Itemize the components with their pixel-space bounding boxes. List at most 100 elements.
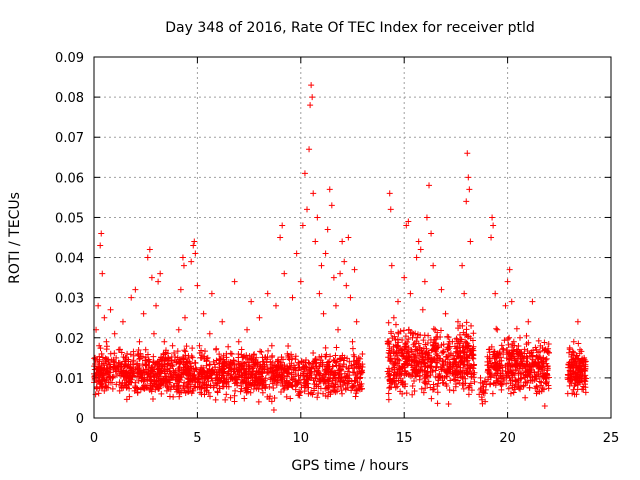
data-point: [388, 383, 395, 390]
data-point: [332, 359, 339, 366]
data-point: [204, 354, 211, 361]
data-point: [259, 370, 266, 377]
data-point: [174, 377, 181, 384]
data-point: [421, 278, 428, 285]
data-point: [194, 282, 201, 289]
data-point: [100, 362, 107, 369]
data-point: [456, 322, 463, 329]
data-point: [488, 234, 495, 241]
data-point: [346, 365, 353, 372]
data-point: [243, 385, 250, 392]
data-point: [183, 343, 190, 350]
data-point: [430, 262, 437, 269]
data-point: [289, 383, 296, 390]
data-point: [160, 351, 167, 358]
data-point: [308, 82, 315, 89]
data-point: [122, 370, 129, 377]
data-point: [412, 343, 419, 350]
data-point: [480, 387, 487, 394]
data-point: [506, 356, 513, 363]
data-point: [350, 382, 357, 389]
data-point: [402, 356, 409, 363]
data-point: [468, 322, 475, 329]
data-point: [348, 387, 355, 394]
data-point: [146, 246, 153, 253]
data-point: [171, 382, 178, 389]
data-point: [180, 364, 187, 371]
data-point: [566, 367, 573, 374]
data-point: [388, 330, 395, 337]
data-point: [198, 370, 205, 377]
data-point: [315, 390, 322, 397]
data-point: [392, 337, 399, 344]
data-point: [215, 366, 222, 373]
data-point: [92, 354, 99, 361]
data-point: [310, 190, 317, 197]
data-point: [213, 381, 220, 388]
data-point: [498, 342, 505, 349]
data-point: [470, 355, 477, 362]
data-point: [117, 382, 124, 389]
data-point: [427, 384, 434, 391]
data-point: [481, 378, 488, 385]
data-point: [312, 375, 319, 382]
data-point: [566, 346, 573, 353]
data-point: [324, 384, 331, 391]
data-point: [435, 343, 442, 350]
data-point: [181, 365, 188, 372]
data-point: [241, 395, 248, 402]
y-tick-label: 0.05: [55, 211, 84, 226]
y-tick-label: 0.01: [55, 372, 84, 387]
y-tick-label: 0.08: [55, 91, 84, 106]
data-point: [156, 385, 163, 392]
data-point: [203, 357, 210, 364]
data-point: [492, 366, 499, 373]
data-point: [332, 380, 339, 387]
data-point: [260, 358, 267, 365]
data-point: [349, 338, 356, 345]
data-point: [264, 290, 271, 297]
data-point: [158, 390, 165, 397]
data-point: [341, 370, 348, 377]
data-point: [466, 186, 473, 193]
data-point: [339, 238, 346, 245]
data-point: [134, 360, 141, 367]
data-point: [339, 390, 346, 397]
data-point: [231, 398, 238, 405]
data-point: [505, 385, 512, 392]
data-point: [403, 343, 410, 350]
data-point: [95, 302, 102, 309]
data-point: [430, 381, 437, 388]
data-point: [96, 342, 103, 349]
data-point: [279, 222, 286, 229]
data-point: [489, 214, 496, 221]
data-point: [411, 388, 418, 395]
data-point: [528, 349, 535, 356]
data-point: [541, 339, 548, 346]
data-point: [216, 356, 223, 363]
x-tick-label: 25: [603, 431, 620, 446]
data-point: [576, 346, 583, 353]
data-point: [206, 330, 213, 337]
data-point: [103, 365, 110, 372]
data-point: [136, 355, 143, 362]
data-point: [293, 250, 300, 257]
data-point: [482, 398, 489, 405]
data-point: [153, 302, 160, 309]
data-point: [384, 340, 391, 347]
data-point: [467, 238, 474, 245]
data-point: [281, 270, 288, 277]
data-point: [277, 360, 284, 367]
data-point: [99, 354, 106, 361]
data-point: [521, 374, 528, 381]
data-point: [130, 364, 137, 371]
data-point: [175, 373, 182, 380]
data-point: [476, 391, 483, 398]
data-point: [569, 356, 576, 363]
data-point: [533, 383, 540, 390]
data-point: [216, 351, 223, 358]
data-point: [288, 360, 295, 367]
data-point: [331, 357, 338, 364]
data-point: [580, 363, 587, 370]
data-point: [297, 278, 304, 285]
